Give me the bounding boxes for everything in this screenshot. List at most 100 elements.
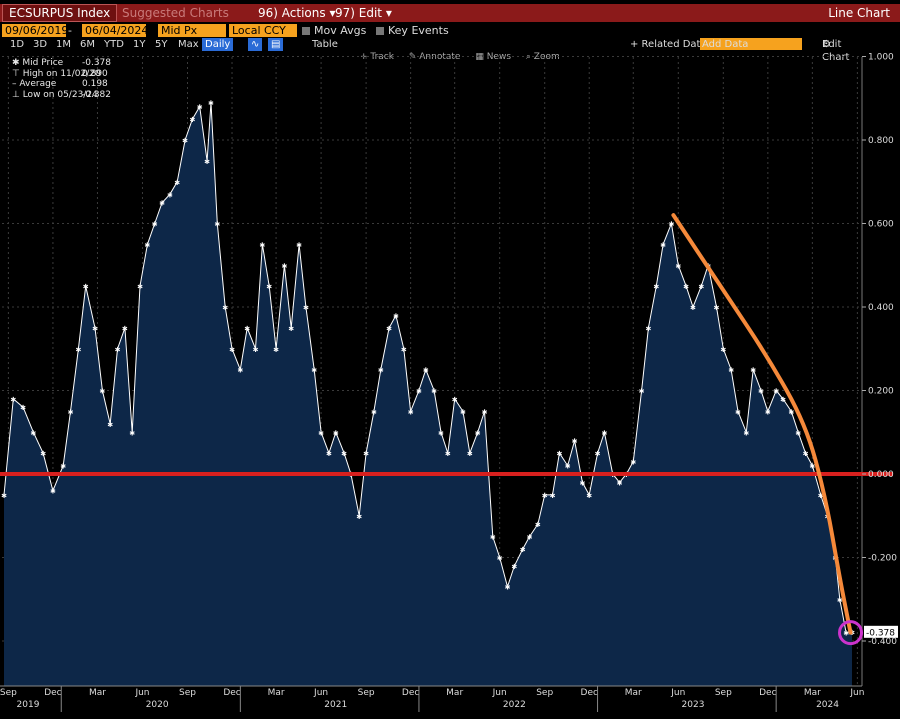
settings-bar: 09/06/2019 - 06/04/2024 Mid Px Local CCY… — [0, 24, 900, 38]
x-year-label: 2022 — [503, 700, 526, 710]
legend-avg-value: 0.198 — [82, 79, 108, 89]
x-year-label: 2020 — [146, 700, 169, 710]
data-point-mark: ✱ — [129, 429, 135, 437]
data-point-mark: ✱ — [303, 304, 309, 312]
period-max[interactable]: Max — [178, 39, 199, 50]
x-month-label: Jun — [134, 688, 149, 698]
key-events-toggle[interactable]: Key Events — [376, 24, 449, 37]
checkbox-icon — [376, 27, 384, 35]
data-point-mark: ✱ — [115, 346, 121, 354]
data-point-mark: ✱ — [229, 346, 235, 354]
wrench-icon: ⚙ — [822, 39, 831, 50]
y-tick-label: 0.800 — [868, 136, 894, 146]
checkbox-icon — [302, 27, 310, 35]
period-ytd[interactable]: YTD — [104, 39, 124, 50]
data-point-mark: ✱ — [1, 492, 7, 500]
currency-select[interactable]: Local CCY — [229, 24, 297, 37]
price-field-select[interactable]: Mid Px — [158, 24, 226, 37]
data-point-mark: ✱ — [281, 262, 287, 270]
legend-avg-icon: – — [12, 79, 20, 89]
data-point-mark: ✱ — [601, 429, 607, 437]
x-month-label: Dec — [759, 688, 776, 698]
data-point-mark: ✱ — [341, 450, 347, 458]
data-point-mark: ✱ — [550, 492, 556, 500]
legend-avg-label: Average — [19, 79, 57, 89]
data-point-mark: ✱ — [788, 408, 794, 416]
chart-style-icon[interactable]: ∿ — [248, 38, 263, 51]
chart-style-icon[interactable]: ▤ — [268, 38, 284, 51]
x-year-label: 2024 — [816, 700, 839, 710]
data-point-mark: ✱ — [505, 584, 511, 592]
data-point-mark: ✱ — [843, 630, 849, 638]
actions-menu[interactable]: 96) Actions ▾ — [258, 4, 335, 22]
period-1d[interactable]: 1D — [10, 39, 25, 50]
chart-type-label: Line Chart — [828, 6, 890, 20]
data-point-mark: ✱ — [333, 429, 339, 437]
data-point-mark: ✱ — [408, 408, 414, 416]
legend-low-icon: ⊥ — [12, 89, 23, 100]
data-point-mark: ✱ — [728, 367, 734, 375]
legend-low-label: Low on 05/23/24 — [22, 89, 98, 100]
data-point-mark: ✱ — [273, 346, 279, 354]
start-date-input[interactable]: 09/06/2019 — [2, 24, 68, 37]
mov-avgs-toggle[interactable]: Mov Avgs — [302, 24, 366, 37]
edit-menu[interactable]: 97) Edit ▾ — [335, 4, 392, 22]
period-3d[interactable]: 3D — [33, 39, 48, 50]
data-point-mark: ✱ — [10, 396, 16, 404]
data-point-mark: ✱ — [579, 479, 585, 487]
x-year-label: 2021 — [324, 700, 347, 710]
data-point-mark: ✱ — [401, 346, 407, 354]
trend-curve — [671, 213, 853, 635]
legend-high-icon: ⊤ — [12, 68, 23, 79]
data-point-mark: ✱ — [743, 429, 749, 437]
end-date-input[interactable]: 06/04/2024 — [82, 24, 148, 37]
data-point-mark: ✱ — [326, 450, 332, 458]
data-point-mark: ✱ — [214, 221, 220, 229]
data-point-mark: ✱ — [371, 408, 377, 416]
x-month-label: Sep — [536, 688, 553, 698]
data-point-mark: ✱ — [174, 179, 180, 187]
data-point-mark: ✱ — [197, 104, 203, 112]
ticker-field[interactable]: ECSURPUS Index — [2, 4, 118, 22]
data-point-mark: ✱ — [683, 283, 689, 291]
x-month-label: Mar — [625, 688, 642, 698]
data-point-mark: ✱ — [386, 325, 392, 333]
data-point-mark: ✱ — [720, 346, 726, 354]
x-month-label: Jun — [313, 688, 328, 698]
data-point-mark: ✱ — [393, 312, 399, 320]
frequency-select[interactable]: Daily — [202, 38, 234, 51]
data-point-mark: ✱ — [565, 463, 571, 471]
add-data-input[interactable]: Add Data — [700, 38, 802, 50]
table-button[interactable]: Table — [312, 39, 338, 50]
data-point-mark: ✱ — [586, 492, 592, 500]
period-1m[interactable]: 1M — [56, 39, 71, 50]
data-point-mark: ✱ — [40, 450, 46, 458]
period-1y[interactable]: 1Y — [133, 39, 146, 50]
price-line — [3, 102, 853, 634]
data-point-mark: ✱ — [556, 450, 562, 458]
x-month-label: Jun — [849, 688, 864, 698]
period-5y[interactable]: 5Y — [155, 39, 168, 50]
key-events-label: Key Events — [388, 24, 449, 37]
data-point-mark: ✱ — [296, 241, 302, 249]
top-toolbar: ECSURPUS Index Suggested Charts 96) Acti… — [0, 4, 900, 22]
related-data-button[interactable]: + Related Dat — [630, 39, 701, 50]
legend-high-label: High on 11/02/20 — [22, 68, 101, 79]
period-6m[interactable]: 6M — [80, 39, 95, 50]
data-point-mark: ✱ — [780, 396, 786, 404]
data-point-mark: ✱ — [189, 116, 195, 124]
data-point-mark: ✱ — [438, 429, 444, 437]
y-axis: 1.000 0.800 0.600 0.400 0.200 0.000 -0.200 -0.4… — [862, 53, 897, 647]
data-point-mark: ✱ — [416, 388, 422, 396]
data-point-mark: ✱ — [423, 367, 429, 375]
data-point-mark: ✱ — [204, 158, 210, 166]
zoom-label: Zoom — [533, 52, 560, 62]
legend-mid-icon: ✱ — [12, 58, 23, 68]
data-point-mark: ✱ — [535, 521, 541, 529]
last-value-text: -0.378 — [866, 628, 895, 638]
x-month-label: Mar — [268, 688, 285, 698]
data-point-mark: ✱ — [452, 396, 458, 404]
suggested-charts-button[interactable]: Suggested Charts — [122, 6, 229, 20]
data-point-mark: ✱ — [460, 408, 466, 416]
